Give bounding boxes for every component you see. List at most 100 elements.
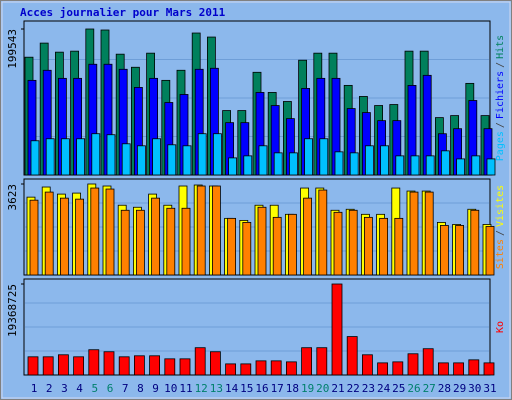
x-tick-label: 3	[61, 382, 68, 395]
bar	[346, 336, 358, 376]
bar	[363, 216, 373, 276]
bar	[60, 197, 69, 276]
bar	[455, 225, 465, 276]
x-tick-label: 28	[438, 382, 451, 395]
bar	[270, 360, 282, 376]
y-tick-label: 3623	[6, 184, 19, 211]
bar	[301, 347, 313, 376]
bar	[121, 143, 131, 176]
bar	[105, 188, 115, 276]
bar	[228, 157, 238, 176]
chart-title: Acces journalier pour Mars 2011	[20, 6, 226, 19]
bar	[425, 155, 435, 176]
bar	[392, 361, 404, 376]
bar	[486, 158, 496, 176]
bar	[273, 152, 283, 176]
legend-separator: /	[495, 122, 506, 128]
bar	[209, 351, 221, 376]
bar	[377, 362, 389, 376]
bar	[285, 361, 297, 376]
bar	[333, 211, 343, 276]
bar	[468, 359, 480, 376]
y-tick-label: 19368725	[6, 284, 19, 337]
bar	[258, 145, 268, 176]
bar	[61, 138, 70, 176]
legend: Sites / Visites	[495, 185, 506, 269]
bar	[90, 187, 100, 276]
x-tick-label: 25	[392, 382, 405, 395]
bar	[407, 353, 419, 376]
legend-entry: Sites	[495, 239, 506, 269]
bar	[118, 356, 130, 376]
bar	[318, 189, 328, 276]
bar	[439, 225, 449, 276]
bar	[151, 197, 161, 276]
bar	[319, 138, 329, 176]
x-tick-label: 24	[377, 382, 391, 395]
bar	[334, 151, 344, 176]
bar	[255, 360, 267, 376]
bar	[179, 358, 191, 376]
bar	[136, 145, 146, 176]
legend-entry: Pages	[495, 131, 506, 161]
bar	[364, 145, 374, 176]
bar	[88, 349, 100, 376]
x-tick-label: 8	[137, 382, 144, 395]
x-tick-label: 14	[225, 382, 239, 395]
bar	[242, 222, 252, 276]
bar	[106, 134, 116, 176]
bar	[58, 354, 69, 376]
x-tick-label: 29	[453, 382, 466, 395]
x-tick-label: 2	[46, 382, 53, 395]
legend: Ko	[495, 321, 506, 333]
bar	[395, 155, 405, 176]
bar	[349, 152, 359, 176]
bar	[288, 152, 298, 176]
bar	[196, 185, 206, 276]
bar	[211, 185, 221, 276]
bar	[167, 144, 177, 176]
x-tick-label: 11	[179, 382, 192, 395]
x-tick-label: 4	[76, 382, 83, 395]
bar	[470, 209, 480, 276]
bar	[44, 191, 54, 276]
x-tick-label: 26	[407, 382, 420, 395]
bar	[225, 363, 237, 376]
bar	[91, 133, 101, 176]
x-tick-label: 20	[316, 382, 329, 395]
bar	[135, 209, 145, 276]
x-tick-label: 10	[164, 382, 177, 395]
bar	[272, 216, 282, 276]
x-tick-label: 23	[362, 382, 375, 395]
x-tick-label: 6	[107, 382, 114, 395]
bar	[45, 138, 55, 176]
bar	[331, 283, 343, 376]
bar	[103, 351, 115, 376]
y-tick-label: 199543	[6, 29, 19, 69]
bar	[227, 217, 237, 276]
bar	[149, 355, 161, 376]
x-tick-label: 31	[483, 382, 496, 395]
bar	[73, 356, 84, 376]
x-tick-label: 13	[210, 382, 223, 395]
legend-separator: /	[495, 230, 506, 236]
legend-entry: Visites	[495, 185, 506, 227]
bar	[485, 226, 495, 276]
x-tick-label: 9	[152, 382, 159, 395]
bar	[133, 355, 145, 376]
x-tick-label: 17	[271, 382, 284, 395]
bar	[410, 155, 420, 176]
bar	[152, 138, 162, 176]
bar	[394, 217, 404, 276]
bar	[348, 209, 358, 276]
x-tick-label: 22	[347, 382, 360, 395]
x-tick-label: 16	[255, 382, 268, 395]
bar	[471, 155, 481, 176]
bar	[287, 213, 297, 276]
legend: Pages / Fichiers / Hits	[495, 35, 506, 161]
bar	[240, 363, 252, 376]
bar	[456, 158, 466, 176]
bar	[181, 207, 191, 276]
x-tick-label: 12	[195, 382, 208, 395]
